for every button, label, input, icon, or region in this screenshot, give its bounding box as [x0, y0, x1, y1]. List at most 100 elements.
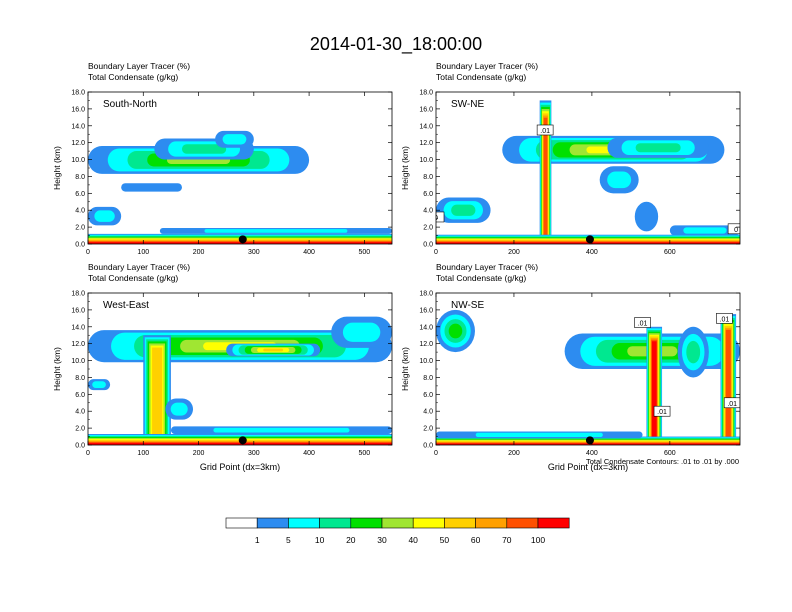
location-marker [238, 436, 247, 445]
cloud-band [181, 144, 227, 154]
contour-label-box [536, 124, 554, 136]
colorbar-label: 1 [255, 535, 260, 545]
boundary-layer-band [88, 242, 392, 244]
y-tick-label: 10.0 [419, 358, 433, 365]
y-tick-label: 8.0 [423, 375, 433, 382]
panel-south-north: South-North Boundary Layer Tracer (%)Tota… [52, 61, 393, 256]
x-tick-label: 200 [508, 249, 520, 256]
figure-title: 2014-01-30_18:00:00 [310, 34, 482, 55]
convective-column-band [651, 341, 657, 445]
colorbar-swatch [319, 517, 352, 529]
cloud-band [222, 134, 247, 145]
panel-label: SW-NE [451, 99, 484, 110]
contour-label-box [634, 317, 651, 328]
y-tick-label: 10.0 [71, 358, 85, 365]
y-axis-label: Height (km) [400, 146, 410, 190]
y-tick-label: 18.0 [419, 291, 433, 298]
x-tick-label: 200 [508, 450, 520, 457]
x-tick-label: 100 [137, 450, 149, 457]
contour-label: .01 [657, 409, 667, 416]
y-tick-label: 12.0 [71, 140, 85, 147]
panel-label: South-North [103, 99, 157, 110]
colorbar-label: 20 [346, 535, 356, 545]
location-marker [238, 235, 247, 244]
colorbar-label: 50 [440, 535, 450, 545]
y-tick-label: 16.0 [71, 106, 85, 113]
colorbar-swatch [475, 517, 508, 529]
boundary-layer-band [88, 443, 392, 445]
colorbar-label: 30 [377, 535, 387, 545]
colorbar-label: 40 [408, 535, 418, 545]
contour-label-box [436, 211, 445, 223]
y-tick-label: 8.0 [75, 174, 85, 181]
panel-sw-ne: .01 0 0 SW-NE Boundary Layer Tracer (%)Total… [400, 61, 741, 256]
x-tick-label: 200 [193, 450, 205, 457]
contour-note: Total Condensate Contours: .01 to .01 by… [586, 457, 739, 466]
x-axis-label: Grid Point (dx=3km) [548, 462, 628, 472]
panel-title-line1: Boundary Layer Tracer (%) [88, 262, 190, 272]
contour-label: .01 [727, 401, 737, 408]
colorbar-swatch [537, 517, 570, 529]
x-tick-label: 0 [434, 249, 438, 256]
cloud-band [204, 229, 348, 233]
y-tick-label: 4.0 [423, 208, 433, 215]
y-tick-label: 4.0 [75, 409, 85, 416]
y-tick-label: 18.0 [71, 90, 85, 97]
x-tick-label: 0 [86, 450, 90, 457]
x-tick-label: 100 [137, 249, 149, 256]
x-tick-label: 400 [303, 249, 315, 256]
panel-title-line2: Total Condensate (g/kg) [88, 273, 178, 283]
cloud-band [92, 381, 106, 388]
y-tick-label: 18.0 [419, 90, 433, 97]
y-tick-label: 14.0 [419, 324, 433, 331]
cloud-band [121, 183, 182, 192]
x-tick-label: 200 [193, 249, 205, 256]
cloud-band [448, 323, 463, 339]
y-tick-label: 8.0 [75, 375, 85, 382]
contour-label: 0 [734, 227, 738, 234]
y-tick-label: 16.0 [71, 307, 85, 314]
y-tick-label: 14.0 [71, 324, 85, 331]
y-tick-label: 16.0 [419, 307, 433, 314]
cloud-band [634, 201, 659, 232]
colorbar-swatch [288, 517, 320, 529]
y-tick-label: 6.0 [75, 191, 85, 198]
y-tick-label: 14.0 [71, 123, 85, 130]
cloud-band [170, 402, 188, 416]
y-tick-label: 2.0 [75, 426, 85, 433]
y-tick-label: 6.0 [75, 392, 85, 399]
contour-label-box [727, 223, 740, 235]
panel-title-line2: Total Condensate (g/kg) [436, 72, 526, 82]
panel-nw-se: .01 .01 .01 .01 NW-SE Boundary Layer Tracer (… [400, 262, 741, 472]
panel-west-east: West-East Boundary Layer Tracer (%)Total … [52, 262, 393, 472]
y-tick-label: 16.0 [419, 106, 433, 113]
panel-label: NW-SE [451, 300, 484, 311]
x-tick-label: 400 [586, 249, 598, 256]
panel-title-line1: Boundary Layer Tracer (%) [88, 61, 190, 71]
panel-title-line1: Boundary Layer Tracer (%) [436, 262, 538, 272]
x-tick-label: 600 [664, 450, 676, 457]
colorbar-label: 10 [315, 535, 325, 545]
colorbar-label: 100 [531, 535, 545, 545]
x-tick-label: 400 [303, 450, 315, 457]
location-marker [585, 436, 594, 445]
colorbar-label: 60 [471, 535, 481, 545]
colorbar-swatch [225, 517, 258, 529]
y-tick-label: 4.0 [75, 208, 85, 215]
y-axis-label: Height (km) [52, 347, 62, 391]
cloud-band [213, 427, 350, 433]
boundary-layer-band [436, 242, 740, 244]
y-tick-label: 0.0 [75, 242, 85, 249]
y-tick-label: 4.0 [423, 409, 433, 416]
convective-column-band [152, 347, 163, 445]
x-tick-label: 500 [359, 450, 371, 457]
cloud-band [475, 432, 603, 437]
y-tick-label: 18.0 [71, 291, 85, 298]
y-tick-label: 10.0 [419, 157, 433, 164]
x-tick-label: 600 [664, 249, 676, 256]
contour-label-box [723, 397, 740, 409]
cloud-band [342, 322, 381, 342]
colorbar: 1 5 10 20 30 40 50 60 70 100 [225, 517, 570, 545]
panel-title-line2: Total Condensate (g/kg) [436, 273, 526, 283]
